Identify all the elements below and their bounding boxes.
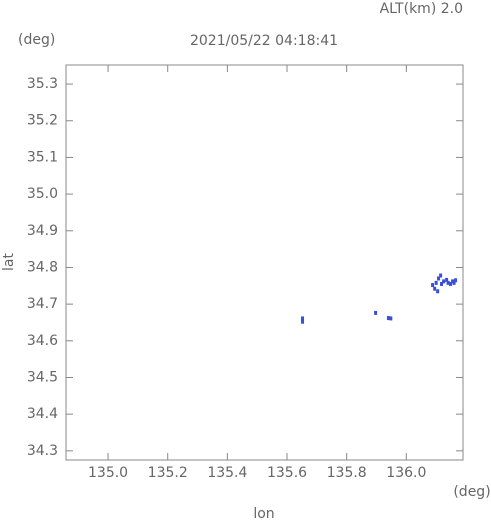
y-tick-label: 34.6 <box>27 333 58 349</box>
y-tick-label: 34.8 <box>27 259 58 275</box>
echo-point <box>437 276 441 281</box>
y-tick-label: 35.2 <box>27 113 58 129</box>
plot-frame <box>65 64 464 461</box>
y-tick-label: 34.7 <box>27 296 58 312</box>
x-tick-label: 135.8 <box>327 465 367 481</box>
x-tick-label: 135.0 <box>88 465 128 481</box>
y-tick-label: 35.3 <box>27 76 58 92</box>
echo-point <box>452 280 456 285</box>
x-unit: (deg) <box>453 484 490 500</box>
echo-point <box>440 281 444 286</box>
x-tick-label: 135.4 <box>207 465 247 481</box>
echo-point <box>431 283 435 288</box>
echo-point <box>442 279 446 284</box>
echo-point <box>445 277 449 282</box>
echo-point <box>386 316 390 321</box>
altitude-label: ALT(km) 2.0 <box>380 1 463 17</box>
chart-title: 2021/05/22 04:18:41 <box>190 33 338 49</box>
echo-point <box>434 280 438 285</box>
y-tick-label: 35.0 <box>27 186 58 202</box>
echo-point <box>374 310 378 315</box>
y-axis-label: lat <box>1 253 17 271</box>
echo-point <box>454 278 458 283</box>
echo-point <box>389 316 393 321</box>
y-tick-label: 34.3 <box>27 443 58 459</box>
y-unit: (deg) <box>18 32 55 48</box>
x-tick-label: 135.2 <box>148 465 188 481</box>
echo-point <box>439 273 443 278</box>
echo-point <box>436 289 440 294</box>
echo-point <box>446 280 450 285</box>
echo-point <box>433 286 437 291</box>
x-tick-label: 136.0 <box>386 465 426 481</box>
y-tick-label: 34.4 <box>27 406 58 422</box>
y-tick-label: 34.5 <box>27 369 58 385</box>
y-tick-label: 34.9 <box>27 223 58 239</box>
echo-point <box>301 319 305 324</box>
x-tick-label: 135.6 <box>267 465 307 481</box>
echo-point <box>301 316 305 321</box>
y-tick-label: 35.1 <box>27 149 58 165</box>
x-axis-label: lon <box>253 506 274 521</box>
echo-point <box>448 281 452 286</box>
